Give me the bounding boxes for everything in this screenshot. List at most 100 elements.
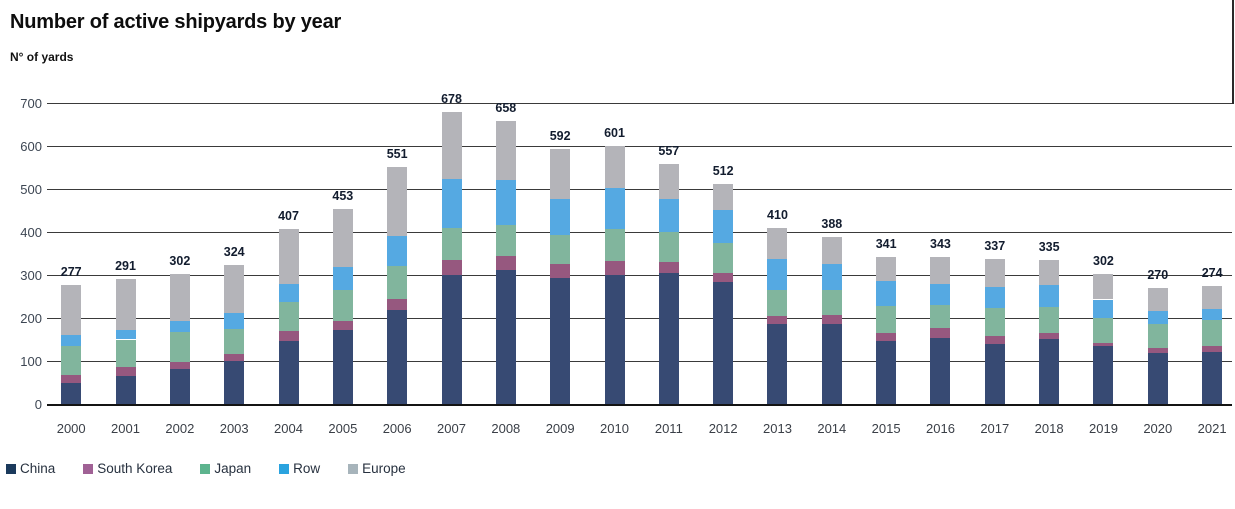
bar-segment-south-korea-2012 — [713, 273, 734, 283]
bar-segment-japan-2009 — [550, 234, 571, 264]
bar-segment-row-2003 — [224, 313, 245, 329]
xtick-label-2009: 2009 — [545, 421, 575, 436]
bar-segment-europe-2008 — [495, 121, 516, 180]
bar-segment-south-korea-2013 — [767, 316, 788, 325]
legend-swatch-europe — [348, 463, 359, 474]
bar-segment-japan-2016 — [930, 304, 951, 329]
xtick-label-2004: 2004 — [274, 421, 303, 436]
bar-total-2007: 678 — [441, 92, 462, 107]
bar-segment-china-2010 — [604, 275, 625, 404]
xtick-label-2017: 2017 — [980, 421, 1010, 436]
bar-segment-japan-2006 — [387, 265, 408, 300]
bar-segment-japan-2014 — [821, 290, 842, 316]
bar-segment-china-2019 — [1093, 345, 1114, 404]
bar-segment-europe-2000 — [61, 284, 82, 335]
bar-total-2016: 343 — [930, 236, 951, 251]
bar-segment-south-korea-2006 — [387, 299, 408, 311]
bar-segment-row-2012 — [713, 210, 734, 244]
bar-total-2015: 341 — [875, 237, 897, 252]
bar-segment-south-korea-2015 — [876, 333, 897, 341]
gridline-100 — [47, 361, 1232, 362]
bar-segment-south-korea-2000 — [61, 374, 82, 384]
bar-segment-row-2000 — [61, 334, 82, 346]
bar-segment-china-2017 — [984, 343, 1005, 404]
bar-segment-japan-2005 — [332, 290, 353, 321]
bar-segment-japan-2011 — [658, 232, 679, 263]
bar-segment-south-korea-2016 — [930, 328, 951, 339]
bar-segment-china-2016 — [930, 338, 951, 404]
bar-segment-japan-2020 — [1147, 324, 1168, 349]
bar-segment-japan-2003 — [224, 328, 245, 354]
xtick-label-2016: 2016 — [926, 421, 955, 436]
bar-total-2009: 592 — [549, 129, 571, 144]
bar-segment-china-2000 — [61, 383, 82, 404]
bar-segment-china-2015 — [876, 340, 897, 404]
bar-segment-row-2016 — [930, 284, 951, 305]
xtick-label-2011: 2011 — [654, 421, 683, 436]
bar-total-2018: 335 — [1038, 239, 1060, 254]
bar-segment-china-2013 — [767, 324, 788, 404]
bar-segment-europe-2010 — [604, 145, 625, 188]
bar-total-2010: 601 — [604, 125, 625, 140]
bar-segment-row-2002 — [169, 321, 190, 332]
bar-segment-europe-2006 — [387, 167, 408, 236]
bar-segment-china-2018 — [1039, 339, 1060, 404]
legend-swatch-row — [279, 463, 290, 474]
bar-segment-row-2004 — [278, 284, 299, 302]
bar-segment-south-korea-2001 — [115, 367, 136, 377]
bar-segment-japan-2000 — [61, 345, 82, 375]
bar-segment-china-2020 — [1147, 353, 1168, 404]
bar-total-2002: 302 — [169, 254, 191, 269]
gridline-400 — [47, 232, 1232, 233]
legend-label-china: China — [20, 461, 56, 476]
bar-segment-china-2003 — [224, 360, 245, 404]
bar-segment-europe-2002 — [169, 274, 190, 322]
xtick-label-2015: 2015 — [871, 421, 901, 436]
bar-segment-china-2007 — [441, 275, 462, 404]
bar-total-2017: 337 — [984, 239, 1006, 254]
bar-segment-row-2011 — [658, 199, 679, 233]
bar-segment-south-korea-2002 — [169, 361, 190, 370]
bar-segment-china-2006 — [387, 310, 408, 404]
bar-total-2003: 324 — [223, 244, 245, 259]
ytick-label-400: 400 — [20, 225, 42, 240]
xtick-label-2008: 2008 — [491, 421, 521, 436]
bar-segment-europe-2019 — [1093, 274, 1114, 300]
bar-segment-china-2008 — [495, 270, 516, 404]
gridline-700 — [47, 103, 1232, 104]
chart-title: Number of active shipyards by year — [10, 11, 342, 33]
bar-segment-europe-2018 — [1039, 259, 1060, 286]
legend-item-europe: Europe — [348, 461, 406, 476]
bar-segment-row-2009 — [550, 198, 571, 235]
legend-label-south-korea: South Korea — [97, 461, 173, 476]
xtick-label-2005: 2005 — [328, 421, 358, 436]
bar-segment-china-2004 — [278, 340, 299, 404]
bar-segment-china-2001 — [115, 376, 136, 404]
bar-total-2014: 388 — [821, 217, 843, 232]
bar-segment-japan-2004 — [278, 301, 299, 332]
legend-item-south-korea: South Korea — [83, 461, 172, 476]
gridline-0 — [47, 404, 1232, 406]
bar-segment-europe-2013 — [767, 227, 788, 259]
legend-swatch-japan — [200, 463, 211, 474]
bar-segment-japan-2017 — [984, 308, 1005, 337]
gridline-300 — [47, 275, 1232, 276]
xtick-label-2012: 2012 — [708, 421, 738, 436]
bar-segment-europe-2017 — [984, 259, 1005, 288]
bar-segment-row-2001 — [115, 330, 136, 340]
legend-label-europe: Europe — [362, 461, 406, 476]
bar-segment-europe-2011 — [658, 164, 679, 200]
bar-segment-south-korea-2009 — [550, 263, 571, 278]
ytick-label-500: 500 — [20, 182, 42, 197]
xtick-label-2000: 2000 — [56, 421, 86, 436]
bar-segment-europe-2016 — [930, 256, 951, 285]
legend-label-japan: Japan — [214, 461, 252, 476]
bar-segment-row-2010 — [604, 187, 625, 230]
bar-total-2019: 302 — [1093, 254, 1114, 269]
bar-segment-japan-2008 — [495, 224, 516, 257]
bar-segment-row-2021 — [1202, 309, 1223, 321]
xtick-label-2010: 2010 — [600, 421, 629, 436]
bar-segment-south-korea-2004 — [278, 331, 299, 341]
bar-total-2006: 551 — [386, 147, 408, 162]
